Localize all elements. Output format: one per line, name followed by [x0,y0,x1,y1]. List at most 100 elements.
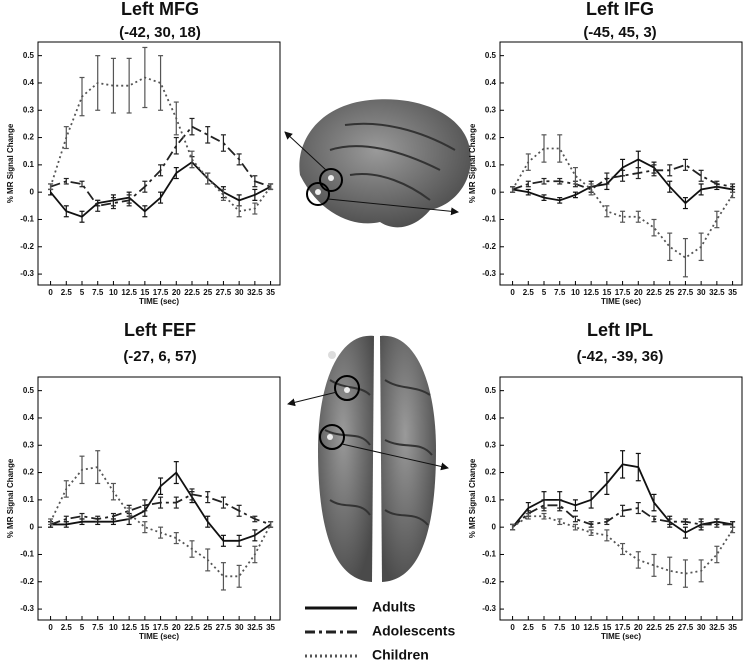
error-bar [604,205,610,218]
plot-frame [37,376,281,621]
x-tick-label: 12.5 [121,288,137,297]
x-tick-label: 27.5 [678,623,694,632]
x-tick-label: 17.5 [153,288,169,297]
error-bar [651,218,657,237]
error-bar [236,504,242,517]
legend-label: Children [372,647,429,660]
y-axis-label: % MR Signal Change [468,458,477,538]
error-bar [714,210,720,229]
error-bar [236,153,242,166]
x-tick-label: 0 [510,623,515,632]
x-tick-label: 7.5 [554,623,566,632]
x-tick-label: 30 [235,623,244,632]
y-axis-label: % MR Signal Change [6,458,15,538]
error-bar [158,496,164,509]
x-tick-label: 12.5 [583,623,599,632]
x-tick-label: 5 [542,623,547,632]
y-tick-label: -0.2 [482,242,496,251]
error-bar [79,180,85,188]
error-bar [205,515,211,528]
error-bar [557,134,563,163]
x-tick-label: 30 [697,623,706,632]
error-bar [541,512,547,520]
y-tick-label: 0 [492,187,497,196]
chart-subtitle: (-42, -39, 36) [577,348,664,365]
x-tick-label: 5 [542,288,547,297]
error-bar [63,177,69,185]
x-tick-label: 22.5 [646,288,662,297]
x-axis-label: TIME (sec) [139,297,179,306]
error-bar [620,169,626,182]
y-tick-label: 0.1 [485,495,497,504]
error-bar [682,559,688,588]
x-tick-label: 5 [80,288,85,297]
y-tick-label: 0.3 [485,105,497,114]
x-tick-label: 15 [602,623,611,632]
error-bar [173,532,179,545]
x-tick-label: 20 [634,288,643,297]
legend: Adults Adolescents Children [305,599,455,660]
error-bar [252,515,258,523]
x-tick-label: 22.5 [646,623,662,632]
y-tick-label: 0 [30,187,35,196]
x-tick-label: 32.5 [709,288,725,297]
x-tick-label: 35 [728,288,737,297]
y-tick-label: 0.1 [23,160,35,169]
x-tick-label: 0 [48,288,53,297]
error-bar [236,564,242,588]
x-tick-label: 25 [665,623,674,632]
error-bar [667,180,673,193]
error-bar [173,496,179,509]
error-bar [95,515,101,523]
y-tick-label: 0.2 [23,468,35,477]
error-bar [126,194,132,207]
y-tick-label: 0.3 [23,105,35,114]
error-bar [698,521,704,528]
error-bar [557,499,563,512]
error-bar [158,191,164,204]
error-bar [572,515,578,523]
y-tick-label: 0.1 [485,160,497,169]
error-bar [557,177,563,185]
error-bar [667,556,673,586]
error-bar [189,150,195,169]
error-bar [252,202,258,215]
error-bar [682,158,688,171]
y-tick-label: -0.1 [482,550,496,559]
x-tick-label: 7.5 [92,623,104,632]
x-tick-label: 30 [235,288,244,297]
error-bar [604,471,610,496]
error-bar [110,512,116,520]
error-bar [651,553,657,577]
error-bar [682,526,688,539]
y-tick-label: 0 [30,522,35,531]
error-bar [142,521,148,534]
x-tick-label: 15 [602,288,611,297]
y-tick-label: 0.4 [23,78,35,87]
error-bar [651,515,657,523]
chart-title: Left MFG [121,0,199,19]
y-tick-label: 0.2 [485,133,497,142]
error-bar [252,545,258,564]
x-tick-label: 7.5 [92,288,104,297]
error-bar [110,482,116,501]
x-tick-label: 22.5 [184,623,200,632]
chart-title: Left FEF [124,320,196,340]
error-bar [651,164,657,177]
error-bar [572,499,578,512]
error-bar [173,166,179,180]
error-bar [173,101,179,136]
error-bar [635,452,641,482]
brain-lateral [284,99,471,228]
y-tick-label: -0.2 [482,577,496,586]
x-tick-label: 15 [140,288,149,297]
x-tick-label: 2.5 [523,623,535,632]
error-bar [63,126,69,150]
x-tick-label: 10 [109,623,118,632]
error-bar [541,177,547,185]
error-bar [730,191,736,199]
x-tick-label: 35 [266,288,275,297]
error-bar [158,164,164,177]
error-bar [95,450,101,485]
y-tick-label: 0.5 [23,386,35,395]
